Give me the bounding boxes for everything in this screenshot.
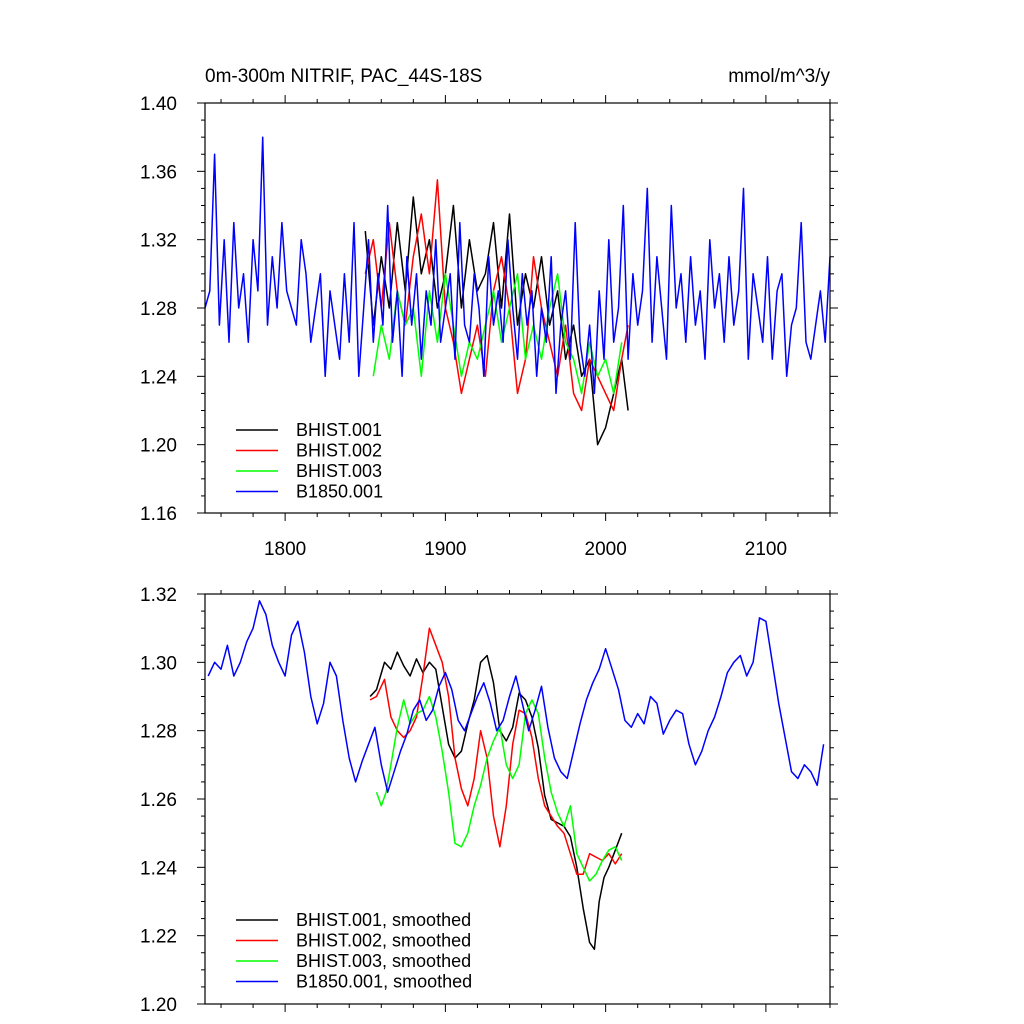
x-tick-label: 2000 <box>585 539 627 560</box>
y-tick-label: 1.30 <box>140 653 177 674</box>
legend-label: B1850.001, smoothed <box>296 972 472 992</box>
y-tick-label: 1.24 <box>140 858 177 879</box>
legend-label: BHIST.003 <box>296 461 382 481</box>
y-tick-label: 1.16 <box>140 504 177 525</box>
legend-label: BHIST.002, smoothed <box>296 931 471 951</box>
bottom-axis-ticks: 1.20 1.22 1.24 1.26 1.28 1.30 1.32 <box>140 585 838 1016</box>
series-line-3 <box>204 136 831 395</box>
legend-label: BHIST.001 <box>296 420 382 440</box>
x-tick-label: 1900 <box>424 539 466 560</box>
top-plot-frame <box>204 102 831 514</box>
y-tick-label: 1.36 <box>140 162 177 183</box>
series-line-1 <box>369 627 623 875</box>
y-tick-label: 1.20 <box>140 995 177 1016</box>
bottom-plot-frame <box>204 593 831 1005</box>
legend-label: BHIST.003, smoothed <box>296 951 471 971</box>
x-tick-label: 2100 <box>745 539 787 560</box>
bottom-plot-panel: 1.20 1.22 1.24 1.26 1.28 1.30 1.32 BHIST.001, … <box>140 585 838 1016</box>
series-line-0 <box>369 651 623 951</box>
legend-label: BHIST.001, smoothed <box>296 910 471 930</box>
x-tick-label: 1800 <box>264 539 306 560</box>
series-line-2 <box>375 695 623 882</box>
y-tick-label: 1.32 <box>140 231 177 252</box>
y-tick-label: 1.26 <box>140 790 177 811</box>
y-tick-label: 1.22 <box>140 927 177 948</box>
y-tick-label: 1.20 <box>140 436 177 457</box>
legend-label: BHIST.002 <box>296 441 382 461</box>
y-tick-label: 1.28 <box>140 722 177 743</box>
series-line-3 <box>207 600 825 793</box>
y-tick-label: 1.40 <box>140 94 177 115</box>
y-tick-label: 1.24 <box>140 367 177 388</box>
top-axis-ticks: 1.16 1.20 1.24 1.28 1.32 1.36 1.40 1800 1900 2000… <box>140 94 838 560</box>
series-line-2 <box>372 273 623 395</box>
y-tick-label: 1.28 <box>140 299 177 320</box>
plot-units: mmol/m^3/y <box>728 66 830 87</box>
bottom-series-lines <box>207 600 825 951</box>
top-series-lines <box>204 136 831 446</box>
plot-title: 0m-300m NITRIF, PAC_44S-18S <box>205 66 482 87</box>
y-tick-label: 1.32 <box>140 585 177 606</box>
legend-label: B1850.001 <box>296 482 383 502</box>
top-plot-panel: 0m-300m NITRIF, PAC_44S-18S mmol/m^3/y 1… <box>140 66 838 560</box>
